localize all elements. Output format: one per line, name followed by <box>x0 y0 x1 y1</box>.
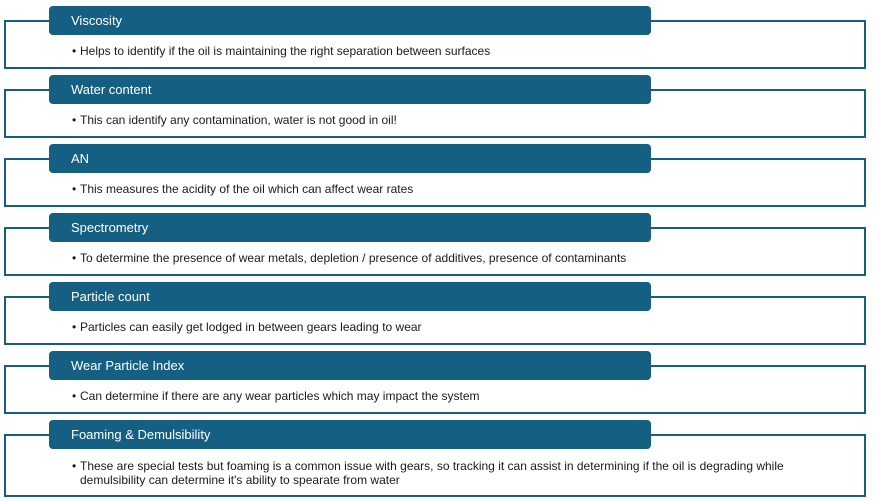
item-header: Foaming & Demulsibility <box>49 420 651 449</box>
item-description: Particles can easily get lodged in betwe… <box>80 320 422 334</box>
item-description-row: • To determine the presence of wear meta… <box>72 251 802 265</box>
item-description-row: • Particles can easily get lodged in bet… <box>72 320 802 334</box>
bullet-icon: • <box>72 113 77 127</box>
bullet-icon: • <box>72 320 77 334</box>
item-description-row: • Helps to identify if the oil is mainta… <box>72 44 802 58</box>
item-description-row: • This can identify any contamination, w… <box>72 113 802 127</box>
item-description: Helps to identify if the oil is maintain… <box>80 44 491 58</box>
item-header: Water content <box>49 75 651 104</box>
item-header: Viscosity <box>49 6 651 35</box>
bullet-icon: • <box>72 251 77 265</box>
bullet-icon: • <box>72 459 77 473</box>
item-description: Can determine if there are any wear part… <box>80 389 480 403</box>
item-description: This can identify any contamination, wat… <box>80 113 397 127</box>
item-header: AN <box>49 144 651 173</box>
item-header: Wear Particle Index <box>49 351 651 380</box>
item-description-row: • These are special tests but foaming is… <box>72 459 802 487</box>
bullet-icon: • <box>72 44 77 58</box>
bullet-icon: • <box>72 389 77 403</box>
item-header: Particle count <box>49 282 651 311</box>
bullet-icon: • <box>72 182 77 196</box>
item-description: These are special tests but foaming is a… <box>80 459 784 487</box>
item-header: Spectrometry <box>49 213 651 242</box>
item-description: To determine the presence of wear metals… <box>80 251 627 265</box>
item-description-row: • This measures the acidity of the oil w… <box>72 182 802 196</box>
item-description: This measures the acidity of the oil whi… <box>80 182 414 196</box>
item-description-row: • Can determine if there are any wear pa… <box>72 389 802 403</box>
